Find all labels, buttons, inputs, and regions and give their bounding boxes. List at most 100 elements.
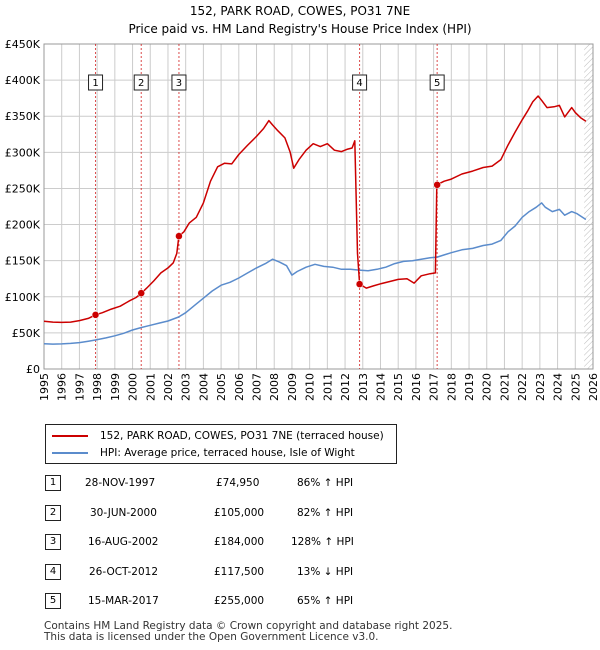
sale-point xyxy=(433,181,441,189)
y-tick-label: £0 xyxy=(26,363,40,376)
x-tick-label: 2008 xyxy=(268,373,281,401)
x-tick-label: 2017 xyxy=(428,373,441,401)
sale-price: £105,000 xyxy=(214,507,265,519)
x-tick-label: 2010 xyxy=(304,373,317,401)
legend-swatch-hpi xyxy=(52,452,88,454)
sale-label-box xyxy=(352,74,368,91)
x-tick-label: 1999 xyxy=(109,373,122,401)
sale-number-badge: 1 xyxy=(45,475,61,491)
y-tick-label: £350K xyxy=(5,110,41,123)
property-series-line xyxy=(43,95,587,324)
x-tick-label: 2015 xyxy=(392,373,405,401)
sale-label-box xyxy=(171,74,187,91)
sale-number-badge: 5 xyxy=(45,593,61,609)
sale-hpi-diff: 128% ↑ HPI xyxy=(291,536,354,548)
y-tick-label: £100K xyxy=(5,291,41,304)
x-tick-label: 2026 xyxy=(587,373,600,401)
x-tick-label: 2019 xyxy=(463,373,476,401)
legend-label-hpi: HPI: Average price, terraced house, Isle… xyxy=(100,447,355,459)
sale-number-badge: 2 xyxy=(45,505,61,521)
x-tick-label: 1997 xyxy=(73,373,86,401)
sale-hpi-diff: 82% ↑ HPI xyxy=(297,507,354,519)
footer-license: This data is licensed under the Open Gov… xyxy=(44,631,379,643)
x-tick-label: 2025 xyxy=(569,373,582,401)
x-tick-label: 2021 xyxy=(498,373,511,401)
x-tick-label: 1996 xyxy=(56,373,69,401)
y-tick-label: £200K xyxy=(5,219,41,232)
sale-date: 30-JUN-2000 xyxy=(90,507,157,519)
x-tick-label: 1998 xyxy=(91,373,104,401)
x-tick-label: 2003 xyxy=(180,373,193,401)
title-address: 152, PARK ROAD, COWES, PO31 7NE xyxy=(189,4,411,18)
table-row: 3 16-AUG-2002 £184,000 128% ↑ HPI xyxy=(45,534,445,550)
x-tick-label: 1995 xyxy=(38,373,51,401)
sale-label-number: 3 xyxy=(176,78,182,89)
sale-number-badge: 4 xyxy=(45,564,61,580)
sale-label-number: 1 xyxy=(92,78,98,89)
sale-hpi-diff: 13% ↓ HPI xyxy=(297,566,354,578)
sale-number-badge: 3 xyxy=(45,534,61,550)
table-row: 5 15-MAR-2017 £255,000 65% ↑ HPI xyxy=(45,593,445,609)
x-tick-label: 2001 xyxy=(144,373,157,401)
sale-hpi-diff: 86% ↑ HPI xyxy=(297,477,354,489)
price-chart: £0 £50K £100K £150K £200K £250K £300K £350K £400… xyxy=(5,38,600,401)
legend: 152, PARK ROAD, COWES, PO31 7NE (terrace… xyxy=(45,424,397,464)
sale-label-box xyxy=(133,74,149,91)
y-tick-label: £450K xyxy=(5,38,41,51)
forecast-hatch xyxy=(584,44,593,369)
legend-swatch-property xyxy=(52,435,88,437)
table-row: 2 30-JUN-2000 £105,000 82% ↑ HPI xyxy=(45,505,445,521)
x-tick-label: 2016 xyxy=(410,373,423,401)
sale-point xyxy=(175,232,183,240)
sale-price: £255,000 xyxy=(214,595,265,607)
hpi-series-line xyxy=(43,202,587,345)
x-tick-label: 2014 xyxy=(374,373,387,401)
y-tick-label: £50K xyxy=(12,327,41,340)
sale-date: 15-MAR-2017 xyxy=(88,595,159,607)
footer-copyright: Contains HM Land Registry data © Crown c… xyxy=(44,620,453,632)
sale-price: £117,500 xyxy=(214,566,265,578)
x-tick-label: 2023 xyxy=(534,373,547,401)
title-subtitle: Price paid vs. HM Land Registry's House … xyxy=(128,22,472,36)
plot-area xyxy=(44,44,593,369)
sale-point xyxy=(91,311,100,319)
sale-label-number: 4 xyxy=(356,78,362,89)
plot-border xyxy=(43,43,594,370)
x-tick-label: 2002 xyxy=(162,373,175,401)
sale-hpi-diff: 65% ↑ HPI xyxy=(297,595,354,607)
x-tick-label: 2022 xyxy=(516,373,529,401)
footer-attribution: Contains HM Land Registry data © Crown c… xyxy=(44,621,452,643)
y-tick-label: £250K xyxy=(5,182,41,195)
y-tick-label: £400K xyxy=(5,74,41,87)
sale-label-box xyxy=(88,74,104,91)
sale-label-number: 5 xyxy=(434,78,440,89)
y-tick-label: £300K xyxy=(5,146,41,159)
x-tick-label: 2013 xyxy=(357,373,370,401)
legend-item-property: 152, PARK ROAD, COWES, PO31 7NE (terrace… xyxy=(52,428,384,444)
sale-point xyxy=(137,289,145,297)
legend-item-hpi: HPI: Average price, terraced house, Isle… xyxy=(52,445,355,461)
x-tick-label: 2020 xyxy=(481,373,494,401)
sale-date: 28-NOV-1997 xyxy=(85,477,156,489)
chart-title: 152, PARK ROAD, COWES, PO31 7NE Price pa… xyxy=(0,2,600,38)
sale-price: £74,950 xyxy=(216,477,260,489)
sale-date: 16-AUG-2002 xyxy=(88,536,159,548)
x-tick-label: 2009 xyxy=(286,373,299,401)
x-tick-label: 2004 xyxy=(197,373,210,401)
x-tick-label: 2000 xyxy=(127,373,140,401)
table-row: 4 26-OCT-2012 £117,500 13% ↓ HPI xyxy=(45,564,445,580)
x-tick-label: 2007 xyxy=(251,373,264,401)
sale-label-box xyxy=(429,74,445,91)
x-tick-label: 2006 xyxy=(233,373,246,401)
sale-label-number: 2 xyxy=(138,78,144,89)
x-tick-label: 2018 xyxy=(445,373,458,401)
sale-price: £184,000 xyxy=(214,536,265,548)
x-tick-label: 2005 xyxy=(215,373,228,401)
table-row: 1 28-NOV-1997 £74,950 86% ↑ HPI xyxy=(45,475,445,491)
y-tick-label: £150K xyxy=(5,255,41,268)
sale-date: 26-OCT-2012 xyxy=(89,566,158,578)
legend-label-property: 152, PARK ROAD, COWES, PO31 7NE (terrace… xyxy=(100,430,384,442)
sale-point xyxy=(355,280,364,288)
x-tick-label: 2011 xyxy=(321,373,334,401)
x-tick-label: 2024 xyxy=(552,373,565,401)
